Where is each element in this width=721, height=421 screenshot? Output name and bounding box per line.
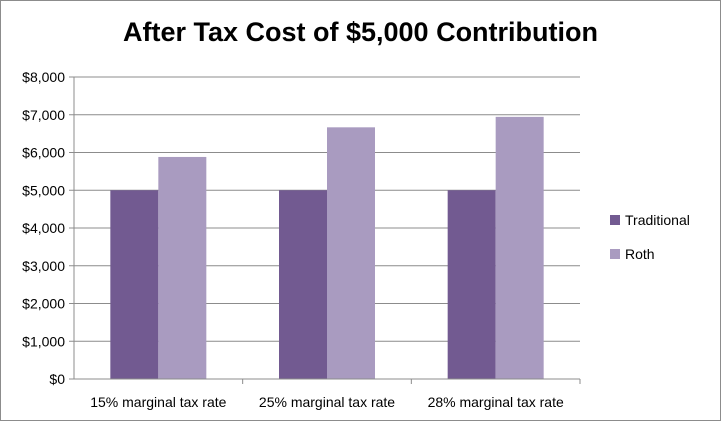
legend: Traditional Roth — [610, 212, 690, 262]
bar-roth-3 — [495, 116, 544, 379]
bar-traditional-3 — [447, 190, 496, 379]
x-tick-label: 28% marginal tax rate — [428, 394, 564, 410]
x-tick-label: 25% marginal tax rate — [259, 394, 395, 410]
x-tick-labels: 15% marginal tax rate 25% marginal tax ra… — [90, 394, 564, 410]
bar-roth-2 — [327, 127, 375, 380]
y-tick-labels: $0 $1,000 $2,000 $3,000 $4,000 $5,000 $6,000 $7… — [22, 69, 65, 387]
legend-label-roth: Roth — [625, 246, 655, 262]
y-tick-label: $0 — [49, 371, 65, 387]
chart-title: After Tax Cost of $5,000 Contribution — [122, 17, 599, 47]
bars — [110, 116, 544, 380]
bar-roth-1 — [158, 156, 207, 379]
legend-label-traditional: Traditional — [625, 212, 690, 228]
y-tick-label: $4,000 — [22, 220, 65, 236]
y-tick-label: $3,000 — [22, 258, 65, 274]
axes — [69, 76, 581, 384]
y-tick-label: $1,000 — [22, 333, 65, 349]
y-tick-label: $5,000 — [22, 182, 65, 198]
legend-swatch-traditional — [610, 215, 620, 225]
legend-swatch-roth — [610, 249, 620, 259]
bar-traditional-2 — [279, 190, 327, 379]
y-tick-label: $6,000 — [22, 145, 65, 161]
y-tick-label: $8,000 — [22, 69, 65, 85]
x-tick-label: 15% marginal tax rate — [90, 394, 226, 410]
y-tick-label: $2,000 — [22, 296, 65, 312]
y-tick-label: $7,000 — [22, 107, 65, 123]
bar-traditional-1 — [110, 190, 159, 379]
